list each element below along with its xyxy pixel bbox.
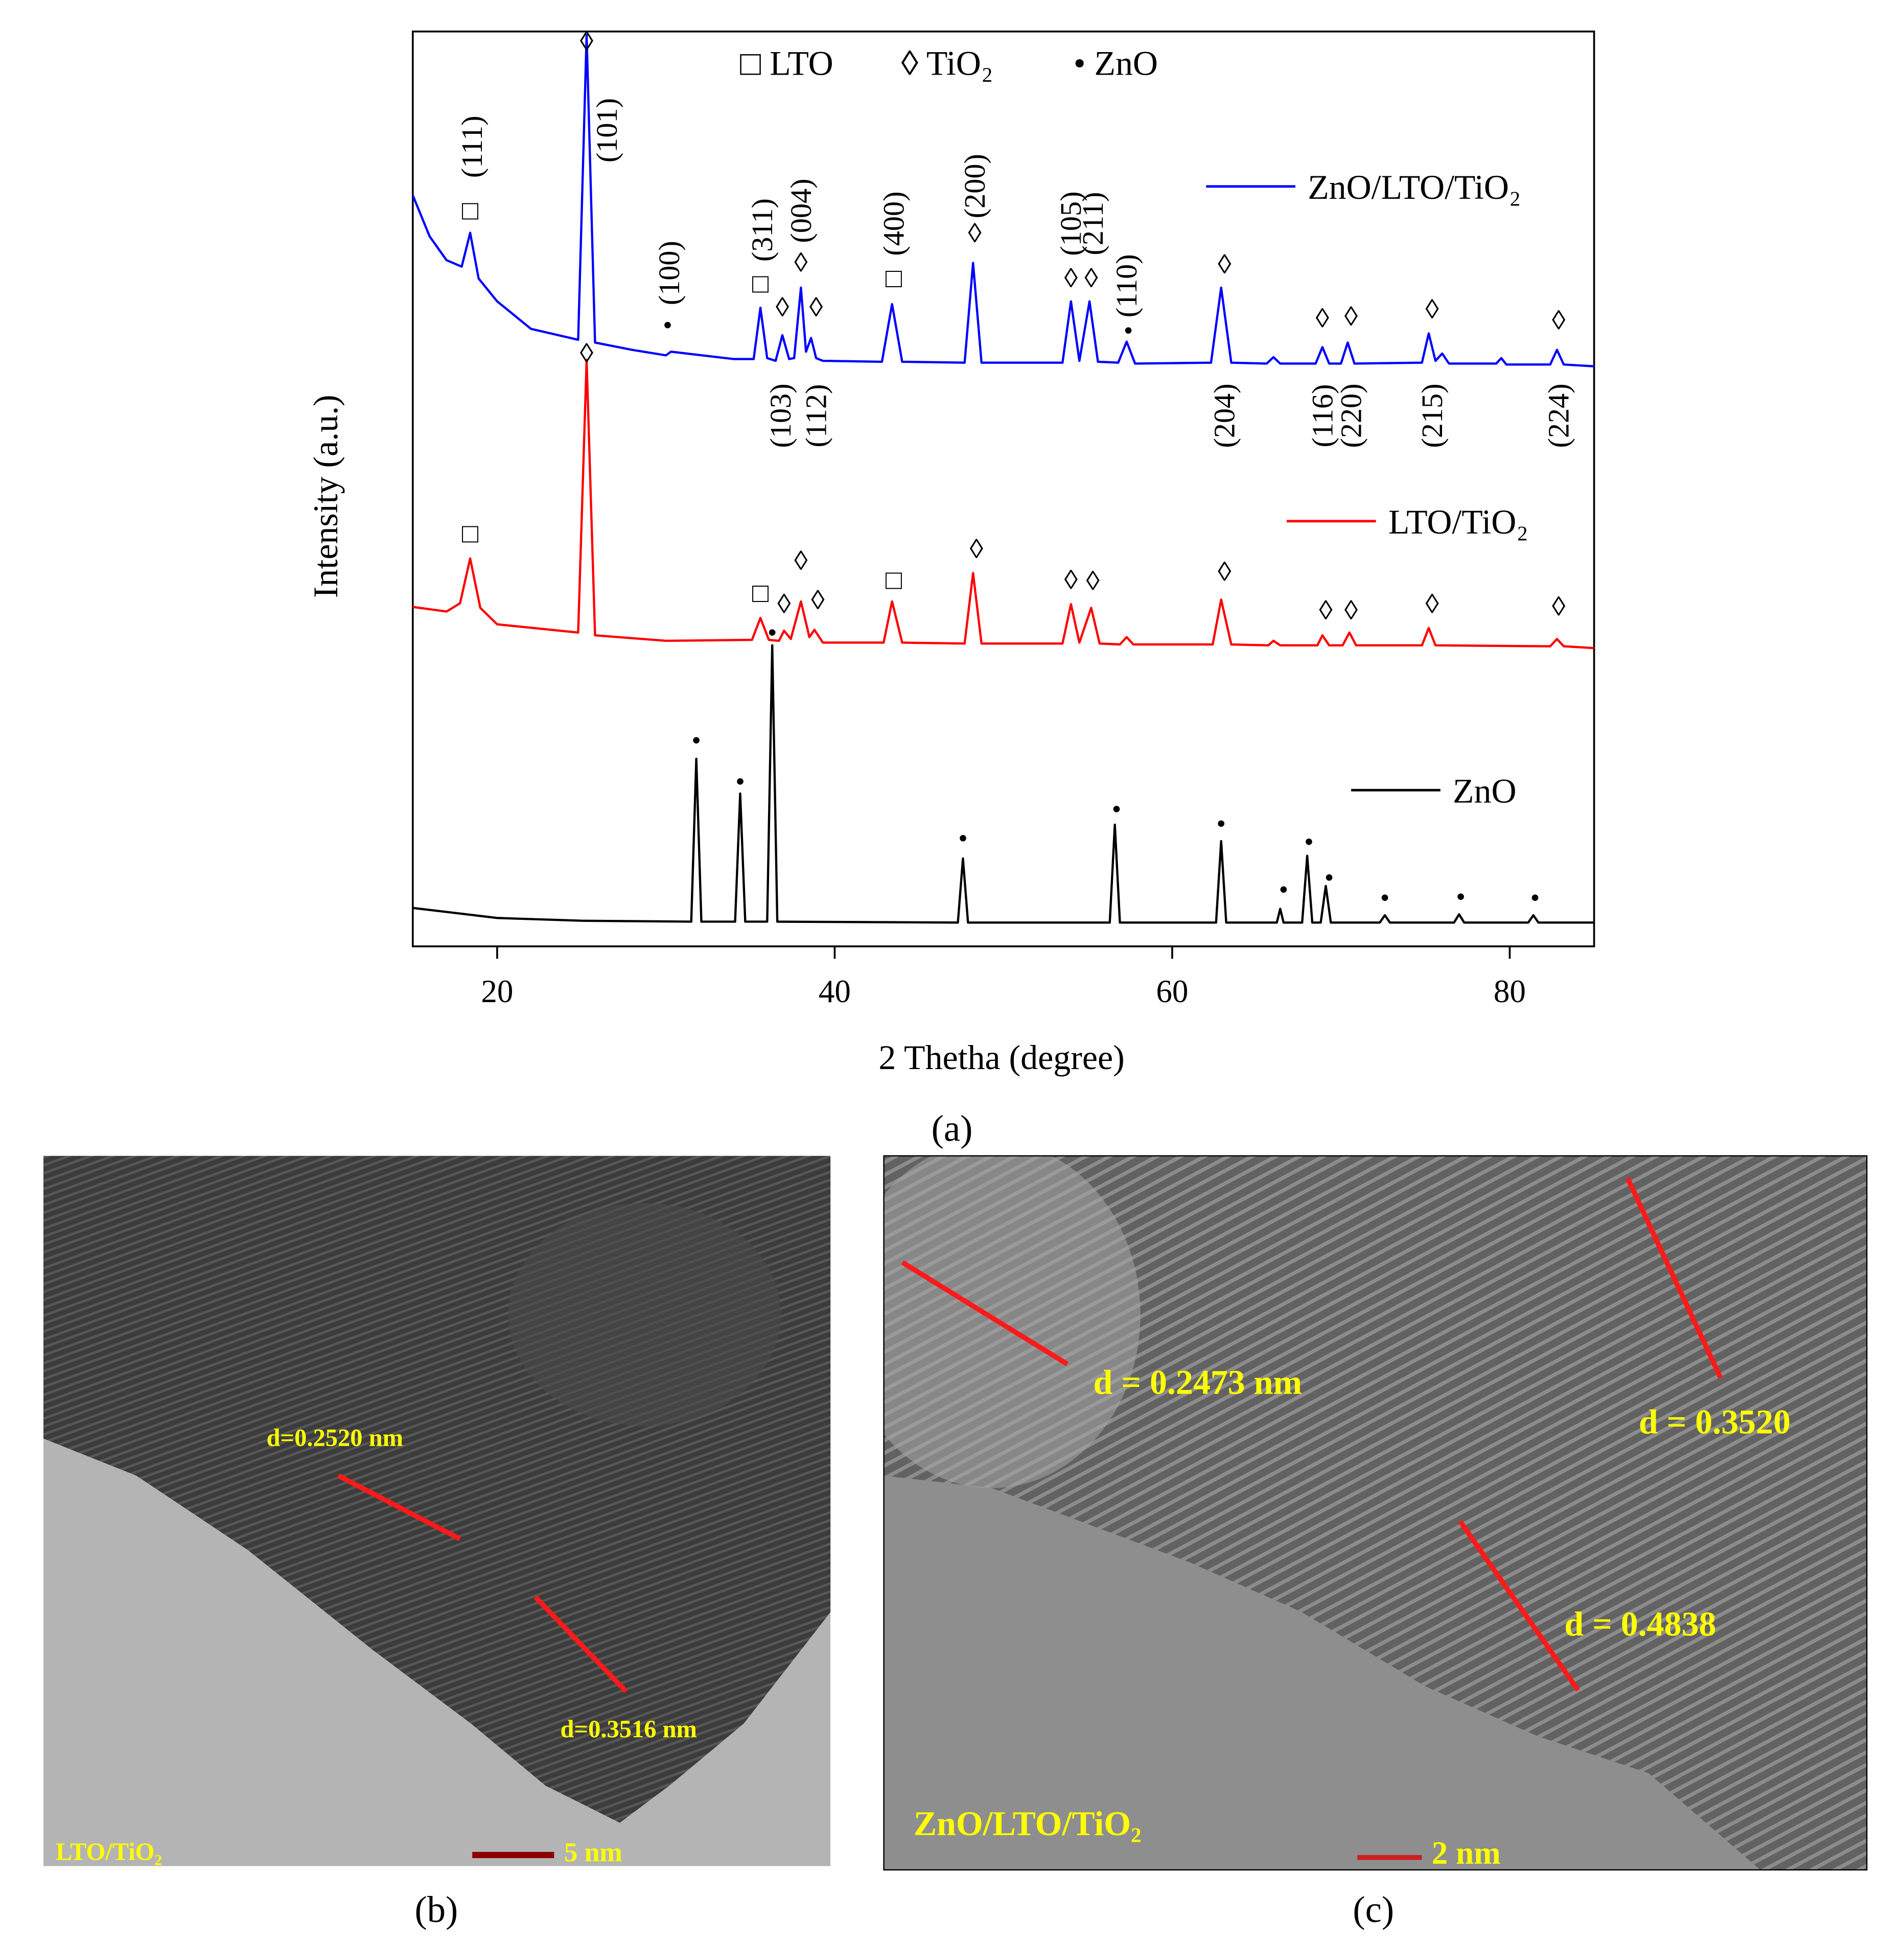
phase-marker: ◊ — [1552, 305, 1566, 335]
hkl-label: (211) — [1076, 192, 1109, 256]
phase-marker: ◊ — [777, 588, 791, 619]
phase-marker: • — [1279, 874, 1289, 905]
x-tick-label: 20 — [481, 974, 513, 1009]
xrd-plot: 2 Thetha (degree) Intensity (a.u.) — [306, 30, 1595, 1077]
x-tick-label: 40 — [819, 974, 851, 1009]
phase-marker: ◊ — [1218, 249, 1232, 280]
phase-marker: □ — [886, 263, 902, 293]
phase-marker: • — [1380, 882, 1390, 913]
phase-marker: ◊ — [1319, 595, 1333, 626]
d-spacing: d = 0.2473 nm — [1094, 1363, 1302, 1402]
xrd-pattern — [412, 359, 1594, 650]
hkl-label: (111) — [455, 115, 489, 178]
d-spacing: d=0.2520 nm — [267, 1424, 403, 1451]
phase-marker: ◊ — [1552, 591, 1566, 622]
d-spacing: d = 0.3520 — [1639, 1402, 1791, 1441]
phase-marker: ◊ — [1064, 565, 1078, 595]
d-spacing: d=0.3516 nm — [560, 1716, 696, 1743]
phase-marker: ◊ — [809, 292, 823, 322]
phase-marker: ◊ — [1316, 303, 1330, 334]
phase-marker: □ — [752, 577, 769, 608]
phase-marker: ◊ — [580, 338, 594, 368]
phase-marker: ◊ — [794, 545, 808, 576]
hkl-label: (200) — [958, 154, 991, 218]
phase-marker: ◊ — [1344, 595, 1358, 626]
phase-marker: • — [1456, 881, 1466, 912]
phase-legend: ◊ TiO₂ — [901, 44, 993, 83]
x-tick-label: 60 — [1156, 974, 1188, 1009]
phase-legend: • ZnO — [1074, 44, 1158, 83]
xrd-pattern — [412, 644, 1594, 924]
phase-marker: • — [691, 725, 701, 755]
hkl-label: (400) — [877, 192, 910, 256]
phase-marker: □ — [462, 195, 479, 225]
tem-image-c — [884, 1155, 1867, 1870]
phase-marker: • — [663, 309, 672, 340]
phase-marker: • — [1530, 882, 1540, 913]
phase-marker: ◊ — [1425, 294, 1439, 325]
phase-legend: □ LTO — [740, 44, 833, 83]
image-frame — [883, 1155, 1868, 1871]
hkl-label: (224) — [1542, 383, 1575, 448]
xrd-pattern — [411, 34, 1594, 368]
scale-bar-label: 5 nm — [564, 1837, 622, 1867]
legend-label: LTO/TiO₂ — [1388, 502, 1528, 541]
hkl-label: (110) — [1110, 254, 1143, 317]
phase-marker: • — [768, 617, 777, 647]
phase-marker: ◊ — [1218, 557, 1232, 587]
phase-marker: • — [1124, 315, 1133, 345]
phase-marker: • — [958, 823, 968, 853]
phase-marker: ◊ — [1084, 263, 1098, 293]
x-tick-label: 80 — [1494, 974, 1526, 1009]
panel-label: (c) — [1353, 1889, 1394, 1930]
scale-bar-label: 2 nm — [1432, 1835, 1501, 1871]
phase-marker: ◊ — [1425, 588, 1439, 619]
hkl-label: (220) — [1334, 383, 1367, 448]
hkl-label: (215) — [1415, 383, 1449, 448]
x-axis-label: 2 Thetha (degree) — [878, 1038, 1124, 1077]
hkl-label: (105) — [1054, 192, 1087, 256]
hkl-label: (311) — [746, 198, 779, 262]
tem-image-b — [43, 1155, 831, 1866]
phase-marker: ◊ — [580, 26, 594, 56]
phase-marker: ◊ — [794, 247, 808, 278]
legend-label: ZnO — [1453, 771, 1516, 810]
hkl-label: (004) — [784, 178, 818, 243]
panel-label: (a) — [932, 1108, 973, 1149]
image-label: LTO/TiO₂ — [56, 1839, 162, 1866]
phase-marker: ◊ — [968, 218, 982, 248]
hkl-label: (100) — [653, 241, 686, 305]
phase-marker: ◊ — [811, 585, 825, 615]
image-label: ZnO/LTO/TiO₂ — [914, 1804, 1142, 1843]
panel-label: (b) — [414, 1889, 458, 1930]
hkl-label: (204) — [1208, 383, 1241, 448]
legend-label: ZnO/LTO/TiO₂ — [1308, 168, 1521, 206]
phase-marker: • — [735, 766, 745, 797]
phase-marker: □ — [752, 268, 769, 299]
phase-marker: • — [1325, 862, 1334, 893]
hkl-label: (112) — [799, 384, 832, 448]
phase-marker: ◊ — [1064, 263, 1078, 293]
phase-marker: ◊ — [1344, 301, 1358, 332]
phase-marker: □ — [886, 565, 902, 595]
phase-marker: □ — [462, 518, 479, 548]
phase-marker: • — [1216, 808, 1226, 839]
hkl-label: (116) — [1306, 384, 1339, 448]
phase-marker: ◊ — [970, 534, 984, 564]
hkl-label: (101) — [590, 98, 623, 163]
d-spacing: d = 0.4838 — [1564, 1605, 1716, 1643]
phase-marker: ◊ — [776, 292, 790, 322]
plot-frame — [411, 30, 1595, 947]
y-axis-label: Intensity (a.u.) — [306, 395, 345, 598]
phase-marker: • — [1304, 826, 1314, 857]
hkl-label: (103) — [764, 383, 797, 448]
phase-marker: ◊ — [1086, 566, 1100, 596]
phase-marker: • — [1112, 793, 1122, 824]
